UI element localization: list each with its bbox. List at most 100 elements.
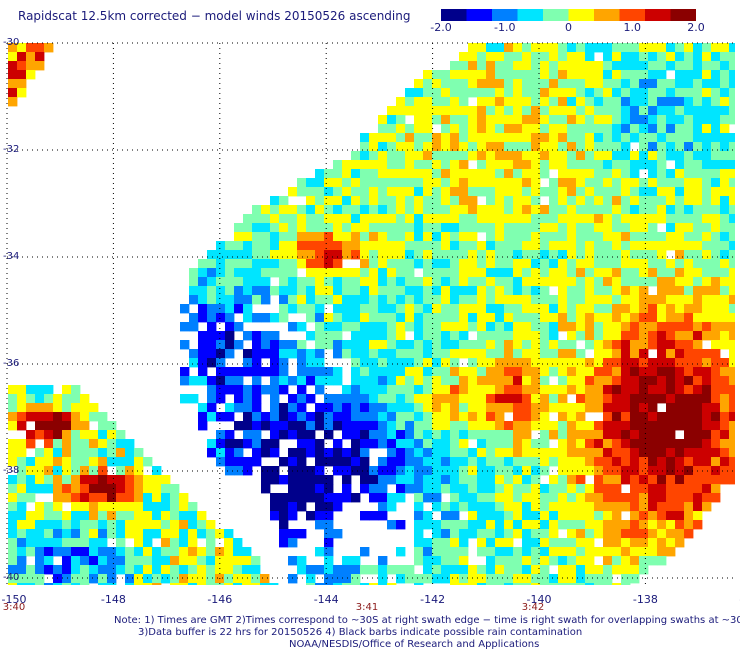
wind-diff-cell xyxy=(594,124,604,134)
wind-diff-cell xyxy=(279,196,289,206)
wind-diff-cell xyxy=(297,322,307,332)
wind-diff-cell xyxy=(71,565,81,575)
wind-diff-cell xyxy=(468,124,478,134)
wind-diff-cell xyxy=(143,574,153,584)
wind-diff-cell xyxy=(288,286,298,296)
colorbar-swatch xyxy=(619,9,646,21)
wind-diff-cell xyxy=(44,520,54,530)
wind-diff-cell xyxy=(360,466,370,476)
wind-diff-cell xyxy=(558,304,568,314)
wind-diff-cell xyxy=(522,259,532,269)
wind-diff-cell xyxy=(369,376,379,386)
wind-diff-cell xyxy=(279,430,289,440)
wind-diff-cell xyxy=(711,493,721,503)
wind-diff-cell xyxy=(369,358,379,368)
wind-diff-cell xyxy=(576,268,586,278)
colorbar-swatch xyxy=(517,9,544,21)
wind-diff-cell xyxy=(351,340,361,350)
wind-diff-cell xyxy=(495,151,505,161)
wind-diff-cell xyxy=(648,367,658,377)
wind-diff-cell xyxy=(648,52,658,62)
wind-diff-cell xyxy=(80,502,90,512)
wind-diff-cell xyxy=(351,286,361,296)
wind-diff-cell xyxy=(495,547,505,557)
wind-diff-cell xyxy=(693,349,703,359)
wind-diff-cell xyxy=(693,403,703,413)
wind-diff-cell xyxy=(252,457,262,467)
wind-diff-cell xyxy=(540,106,550,116)
wind-diff-cell xyxy=(495,277,505,287)
wind-diff-cell xyxy=(594,223,604,233)
wind-diff-cell xyxy=(531,250,541,260)
wind-diff-cell xyxy=(612,484,622,494)
wind-diff-cell xyxy=(288,430,298,440)
wind-diff-cell xyxy=(486,142,496,152)
wind-diff-cell xyxy=(567,115,577,125)
wind-diff-cell xyxy=(513,322,523,332)
wind-diff-cell xyxy=(477,169,487,179)
wind-diff-cell xyxy=(513,106,523,116)
wind-diff-cell xyxy=(35,475,45,485)
wind-diff-cell xyxy=(567,511,577,521)
wind-diff-cell xyxy=(630,169,640,179)
wind-diff-cell xyxy=(107,556,117,566)
wind-diff-cell xyxy=(576,106,586,116)
wind-diff-cell xyxy=(423,187,433,197)
wind-diff-cell xyxy=(630,349,640,359)
wind-diff-cell xyxy=(134,475,144,485)
wind-diff-cell xyxy=(630,538,640,548)
wind-diff-cell xyxy=(648,79,658,89)
wind-diff-cell xyxy=(702,493,712,503)
wind-diff-cell xyxy=(486,286,496,296)
wind-diff-cell xyxy=(603,367,613,377)
wind-diff-cell xyxy=(233,538,243,548)
wind-diff-cell xyxy=(207,268,217,278)
wind-diff-cell xyxy=(648,169,658,179)
wind-diff-cell xyxy=(270,439,280,449)
wind-diff-cell xyxy=(98,502,108,512)
wind-diff-cell xyxy=(378,232,388,242)
wind-diff-cell xyxy=(198,304,208,314)
wind-diff-cell xyxy=(89,412,99,422)
wind-diff-cell xyxy=(594,502,604,512)
wind-diff-cell xyxy=(333,214,343,224)
wind-diff-cell xyxy=(558,178,568,188)
wind-diff-cell xyxy=(522,475,532,485)
wind-diff-cell xyxy=(405,367,415,377)
wind-diff-cell xyxy=(459,286,469,296)
wind-diff-cell xyxy=(315,340,325,350)
wind-diff-cell xyxy=(513,430,523,440)
wind-diff-cell xyxy=(450,133,460,143)
wind-diff-cell xyxy=(594,151,604,161)
wind-diff-cell xyxy=(630,61,640,71)
wind-diff-cell xyxy=(405,88,415,98)
wind-diff-cell xyxy=(360,187,370,197)
wind-diff-cell xyxy=(423,250,433,260)
wind-diff-cell xyxy=(711,106,721,116)
wind-diff-cell xyxy=(432,70,442,80)
wind-diff-cell xyxy=(540,331,550,341)
wind-diff-cell xyxy=(621,448,631,458)
wind-diff-cell xyxy=(648,520,658,530)
wind-diff-cell xyxy=(720,259,730,269)
wind-diff-cell xyxy=(540,493,550,503)
wind-diff-cell xyxy=(522,178,532,188)
wind-diff-cell xyxy=(603,214,613,224)
wind-diff-cell xyxy=(441,70,451,80)
wind-diff-cell xyxy=(107,421,117,431)
wind-diff-cell xyxy=(62,583,72,585)
wind-diff-cell xyxy=(603,241,613,251)
wind-diff-cell xyxy=(675,457,685,467)
wind-diff-cell xyxy=(387,565,397,575)
wind-diff-cell xyxy=(720,376,730,386)
wind-diff-cell xyxy=(693,205,703,215)
wind-diff-cell xyxy=(540,133,550,143)
wind-diff-cell xyxy=(477,376,487,386)
wind-diff-cell xyxy=(657,448,667,458)
wind-diff-cell xyxy=(648,241,658,251)
wind-diff-cell xyxy=(675,340,685,350)
wind-diff-cell xyxy=(729,412,735,422)
wind-diff-cell xyxy=(432,349,442,359)
wind-diff-cell xyxy=(26,493,36,503)
wind-diff-cell xyxy=(270,430,280,440)
